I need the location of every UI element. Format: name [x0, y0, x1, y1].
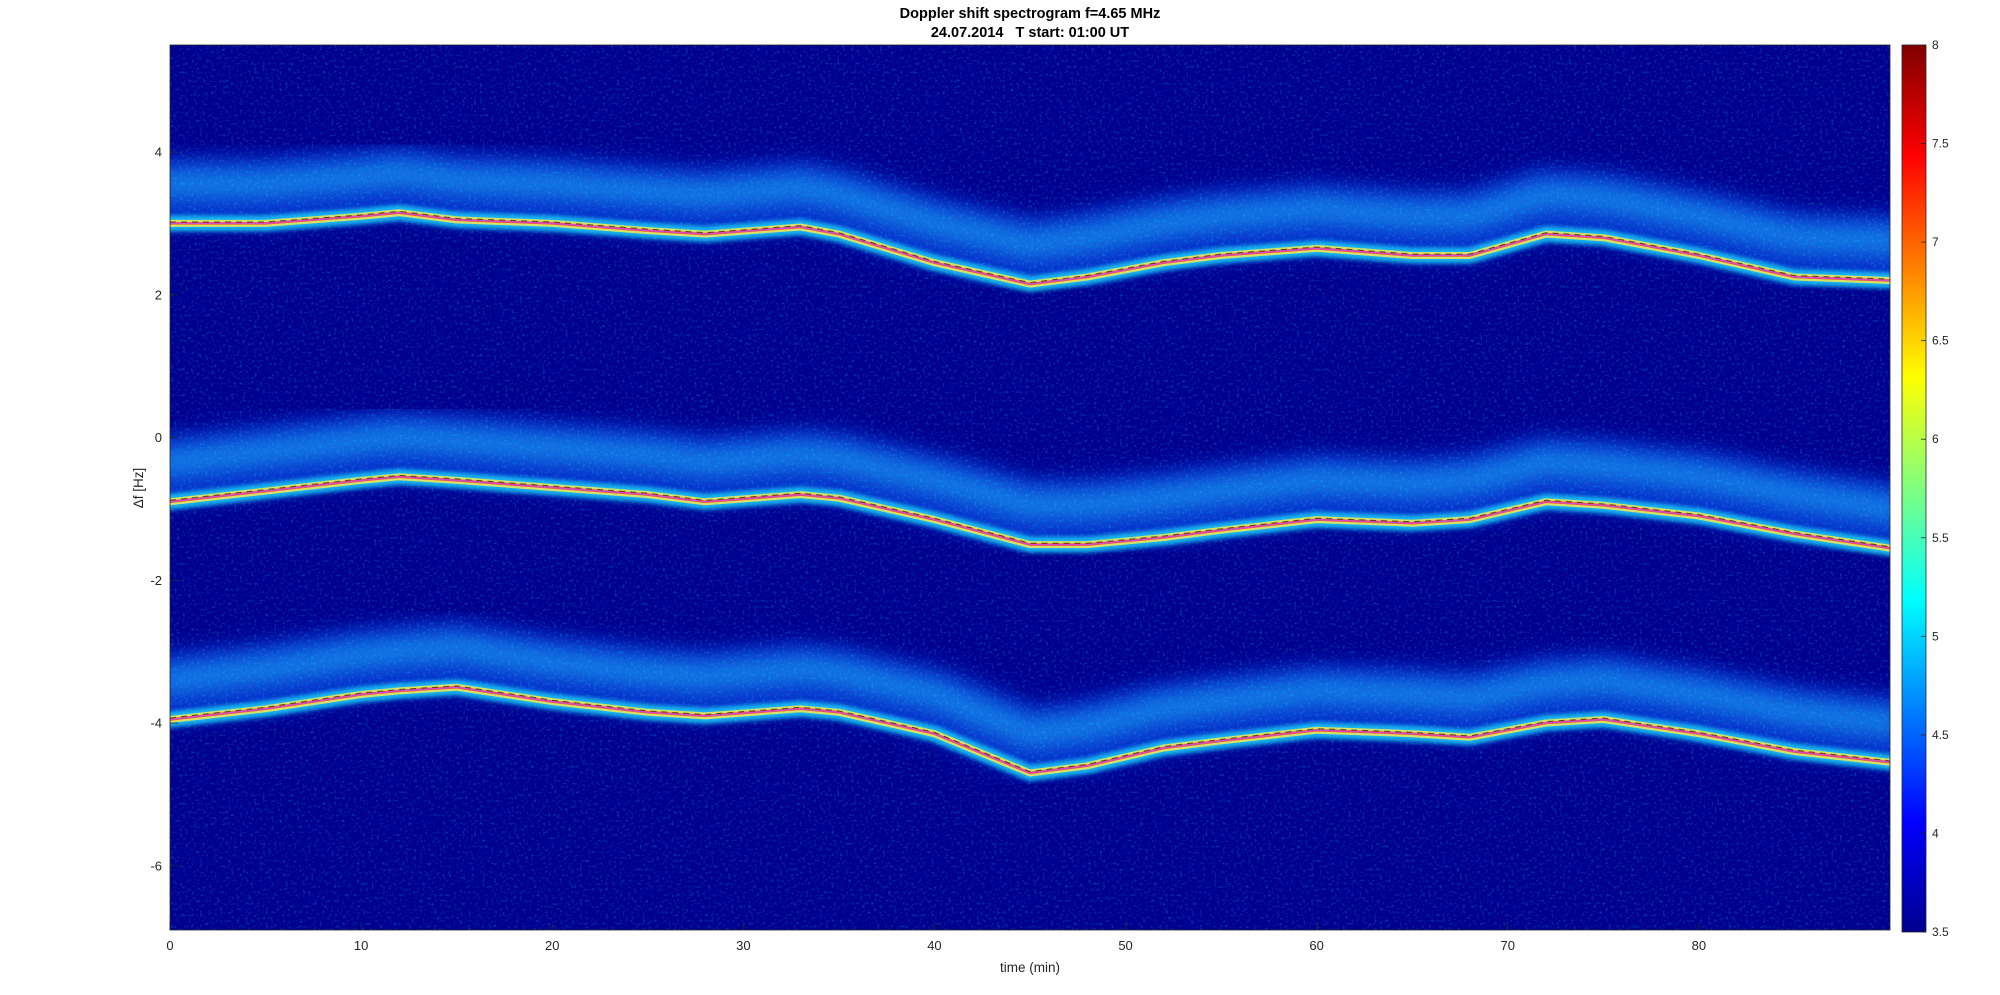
y-tick-label: -6 [150, 858, 162, 873]
colorbar-gradient [1901, 44, 1927, 933]
colorbar-tick-label: 5.5 [1932, 531, 1949, 545]
colorbar: 8 7.5 7 6.5 6 5.5 5 4.5 4 3.5 [1901, 38, 1949, 939]
colorbar-tick-label: 4 [1932, 826, 1939, 840]
x-tick-label: 20 [545, 938, 559, 953]
plot-frame [169, 44, 1891, 931]
x-axis: 0 10 20 30 40 50 60 70 80 [166, 922, 1706, 953]
colorbar-tick-label: 6 [1932, 432, 1939, 446]
y-axis-label: Δf [Hz] [131, 468, 146, 509]
x-tick-label: 70 [1501, 938, 1515, 953]
colorbar-tick-label: 7.5 [1932, 137, 1949, 151]
y-tick-label: -4 [150, 716, 162, 731]
x-tick-label: 80 [1692, 938, 1706, 953]
colorbar-tick-label: 7 [1932, 235, 1939, 249]
chart-subtitle: 24.07.2014 T start: 01:00 UT [931, 25, 1129, 41]
chart-title: Doppler shift spectrogram f=4.65 MHz [900, 6, 1161, 22]
colorbar-tick-label: 3.5 [1932, 925, 1949, 939]
y-tick-label: 0 [155, 430, 162, 445]
colorbar-tick-label: 6.5 [1932, 334, 1949, 348]
y-tick-label: -2 [150, 573, 162, 588]
colorbar-tick-label: 4.5 [1932, 728, 1949, 742]
plot-area [170, 45, 1890, 930]
colorbar-tick-label: 5 [1932, 629, 1939, 643]
x-axis-label: time (min) [1000, 960, 1060, 975]
y-axis: 4 2 0 -2 -4 -6 [150, 145, 178, 873]
colorbar-ticks: 8 7.5 7 6.5 6 5.5 5 4.5 4 3.5 [1921, 38, 1949, 939]
y-tick-label: 4 [155, 145, 162, 160]
noise-speckle [170, 45, 1890, 930]
x-tick-label: 10 [354, 938, 368, 953]
x-tick-label: 60 [1309, 938, 1323, 953]
x-tick-label: 40 [927, 938, 941, 953]
x-tick-label: 30 [736, 938, 750, 953]
x-tick-label: 0 [166, 938, 173, 953]
y-tick-label: 2 [155, 287, 162, 302]
x-tick-label: 50 [1118, 938, 1132, 953]
colorbar-tick-label: 8 [1932, 38, 1939, 52]
